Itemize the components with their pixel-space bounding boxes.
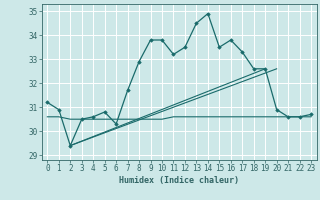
X-axis label: Humidex (Indice chaleur): Humidex (Indice chaleur): [119, 176, 239, 185]
